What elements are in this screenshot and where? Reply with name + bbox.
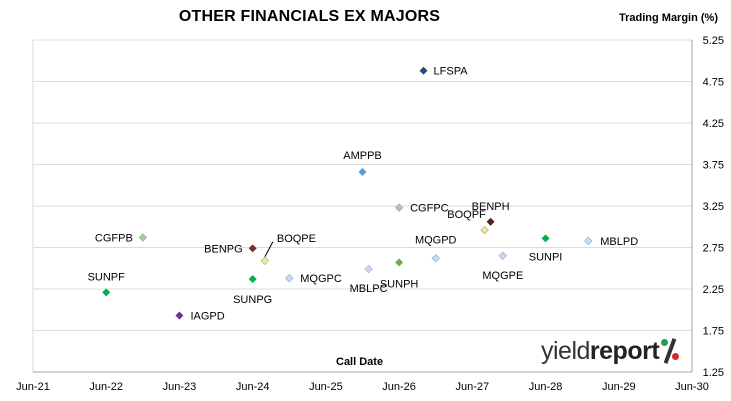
- point-label-iagpd: IAGPD: [190, 311, 224, 323]
- point-sunph: [395, 258, 404, 267]
- point-sunpg: [248, 274, 257, 284]
- point-label-mblpd: MBLPD: [600, 236, 638, 248]
- x-tick-label: Jun-23: [163, 381, 197, 393]
- point-cgfpc: [394, 203, 404, 212]
- point-label-amppb: AMPPB: [343, 150, 382, 162]
- x-tick-label: Jun-29: [602, 381, 636, 393]
- leader-line: [264, 241, 274, 258]
- point-label-sunpg: SUNPG: [233, 294, 272, 306]
- point-label-boqpe: BOQPE: [277, 233, 316, 245]
- point-benpg: [248, 244, 257, 253]
- point-mqgpc: [285, 273, 294, 283]
- point-label-sunpf: SUNPF: [88, 271, 126, 283]
- yieldreport-logo: yieldreport: [541, 337, 680, 366]
- point-lfspa: [419, 66, 428, 75]
- x-tick-label: Jun-30: [675, 381, 709, 393]
- point-label-mqgpe: MQGPE: [482, 270, 523, 282]
- point-boqpe: [260, 256, 270, 266]
- point-label-sunpi: SUNPI: [529, 251, 563, 263]
- x-axis-title: Call Date: [336, 356, 384, 368]
- point-label-cgfpb: CGFPB: [95, 233, 133, 245]
- point-mblpd: [584, 236, 593, 246]
- y-tick-label: 1.75: [703, 326, 724, 338]
- x-tick-label: Jun-25: [309, 381, 343, 393]
- y-tick-label: 4.75: [703, 77, 724, 89]
- y-tick-label: 1.25: [703, 367, 724, 379]
- y-tick-label: 5.25: [703, 35, 724, 47]
- logo-text-regular: yield: [541, 337, 590, 365]
- point-label-mblpc: MBLPC: [350, 283, 388, 295]
- x-tick-label: Jun-21: [16, 381, 50, 393]
- percent-icon: [661, 338, 680, 364]
- point-label-benph: BENPH: [472, 201, 510, 213]
- point-mqgpe: [498, 251, 508, 261]
- logo-text-bold: report: [589, 337, 660, 365]
- x-tick-label: Jun-22: [89, 381, 123, 393]
- point-boqpf: [480, 225, 489, 235]
- point-sunpi: [541, 234, 550, 243]
- x-tick-label: Jun-24: [236, 381, 270, 393]
- point-label-cgfpc: CGFPC: [410, 203, 449, 215]
- point-label-sunph: SUNPH: [380, 278, 419, 290]
- point-mblpc: [364, 264, 373, 274]
- y-tick-label: 3.75: [703, 160, 724, 172]
- point-sunpf: [102, 288, 111, 297]
- point-label-mqgpc: MQGPC: [300, 273, 342, 285]
- point-label-benpg: BENPG: [204, 243, 243, 255]
- point-benph: [486, 217, 495, 226]
- x-tick-label: Jun-27: [456, 381, 490, 393]
- point-amppb: [358, 167, 367, 177]
- x-tick-label: Jun-28: [529, 381, 563, 393]
- y-tick-label: 2.75: [703, 243, 724, 255]
- point-label-lfspa: LFSPA: [434, 66, 469, 78]
- point-mqgpd: [431, 254, 440, 263]
- y-axis-title: Trading Margin (%): [619, 12, 718, 24]
- point-label-mqgpd: MQGPD: [415, 234, 457, 246]
- point-iagpd: [175, 311, 184, 320]
- chart-title: OTHER FINANCIALS EX MAJORS: [178, 8, 441, 25]
- point-cgfpb: [138, 233, 148, 242]
- x-tick-label: Jun-26: [382, 381, 416, 393]
- y-tick-label: 4.25: [703, 118, 724, 130]
- point-label-boqpf: BOQPF: [447, 209, 486, 221]
- y-tick-label: 2.25: [703, 284, 724, 296]
- y-tick-label: 3.25: [703, 201, 724, 213]
